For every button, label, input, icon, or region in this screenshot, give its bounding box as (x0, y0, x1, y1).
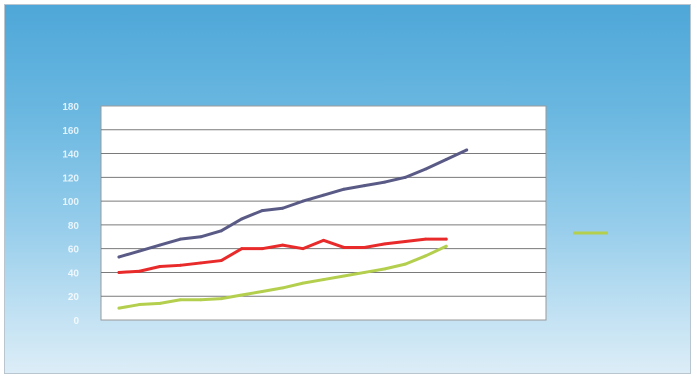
data-point (342, 274, 346, 278)
data-point (219, 259, 223, 263)
data-point (444, 244, 448, 248)
data-point (362, 245, 366, 249)
data-point (178, 263, 182, 267)
data-point (117, 270, 121, 274)
data-point (383, 267, 387, 271)
y-tick-label: 40 (68, 268, 80, 279)
data-point (240, 247, 244, 251)
data-point (260, 209, 264, 213)
data-point (158, 301, 162, 305)
data-point (178, 298, 182, 302)
data-point (199, 235, 203, 239)
y-tick-label: 180 (62, 102, 79, 113)
data-point (383, 242, 387, 246)
data-point (158, 243, 162, 247)
y-tick-label: 120 (62, 173, 79, 184)
series-line-1 (117, 148, 469, 259)
data-point (301, 199, 305, 203)
line-chart: 0 20 40 60 80 100 120 140 160 180 (62, 102, 608, 327)
data-point (219, 229, 223, 233)
data-point (281, 206, 285, 210)
data-point (301, 281, 305, 285)
data-point (260, 247, 264, 251)
data-point (240, 217, 244, 221)
data-point (219, 297, 223, 301)
data-point (178, 237, 182, 241)
data-point (424, 237, 428, 241)
y-tick-label: 80 (68, 221, 80, 232)
data-point (444, 158, 448, 161)
data-point (158, 265, 162, 268)
data-point (199, 298, 203, 302)
y-tick-label: 140 (62, 150, 79, 161)
data-point (301, 247, 305, 251)
y-tick-label: 60 (68, 245, 80, 256)
data-point (465, 148, 469, 152)
data-point (403, 175, 407, 179)
data-point (260, 289, 264, 293)
data-point (342, 187, 346, 191)
data-point (240, 293, 244, 297)
data-point (342, 245, 346, 249)
chart-panel: 0 20 40 60 80 100 120 140 160 180 (4, 4, 691, 374)
data-point (403, 262, 407, 266)
plot-area (100, 105, 547, 321)
y-tick-label: 100 (62, 197, 79, 208)
data-point (199, 261, 203, 265)
data-point (281, 243, 285, 247)
data-point (444, 237, 448, 241)
y-tick-label: 0 (73, 316, 79, 327)
data-point (137, 269, 141, 273)
data-point (137, 249, 141, 253)
data-point (362, 184, 366, 188)
data-point (322, 278, 325, 282)
data-point (137, 303, 141, 307)
y-tick-label: 160 (62, 126, 79, 137)
data-point (281, 286, 285, 290)
data-point (362, 270, 366, 274)
data-point (322, 193, 325, 197)
data-point (117, 255, 121, 259)
data-point (403, 240, 407, 244)
data-point (383, 180, 387, 184)
data-point (424, 254, 428, 258)
data-point (322, 238, 325, 242)
data-point (117, 306, 121, 310)
y-tick-label: 20 (68, 292, 80, 303)
data-point (424, 167, 428, 171)
